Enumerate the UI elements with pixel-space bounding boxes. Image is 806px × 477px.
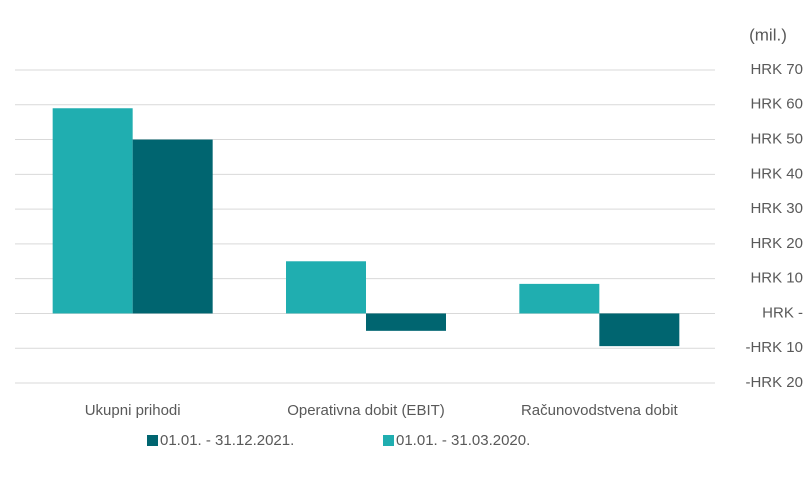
x-tick-label: Računovodstvena dobit: [521, 402, 679, 419]
bar: [132, 139, 213, 314]
unit-label: (mil.): [749, 25, 787, 44]
bar: [52, 108, 133, 314]
legend-swatch: [383, 435, 394, 446]
y-tick-label: -HRK 10: [745, 339, 803, 356]
y-tick-label: HRK 60: [750, 96, 803, 113]
y-tick-label: HRK 10: [750, 270, 803, 287]
legend-swatch: [147, 435, 158, 446]
y-tick-label: HRK 50: [750, 131, 803, 148]
bar: [286, 261, 366, 314]
bar: [366, 313, 446, 331]
y-tick-label: -HRK 20: [745, 374, 803, 391]
legend-label: 01.01. - 31.12.2021.: [160, 432, 294, 449]
legend-label: 01.01. - 31.03.2020.: [396, 432, 530, 449]
y-tick-label: HRK 20: [750, 235, 803, 252]
bar: [519, 283, 600, 314]
y-tick-label: HRK 40: [750, 165, 803, 182]
bar: [599, 313, 680, 347]
x-tick-label: Operativna dobit (EBIT): [287, 402, 445, 419]
y-tick-label: HRK -: [762, 304, 803, 321]
x-tick-label: Ukupni prihodi: [85, 402, 181, 419]
y-tick-label: HRK 30: [750, 200, 803, 217]
y-tick-label: HRK 70: [750, 61, 803, 78]
